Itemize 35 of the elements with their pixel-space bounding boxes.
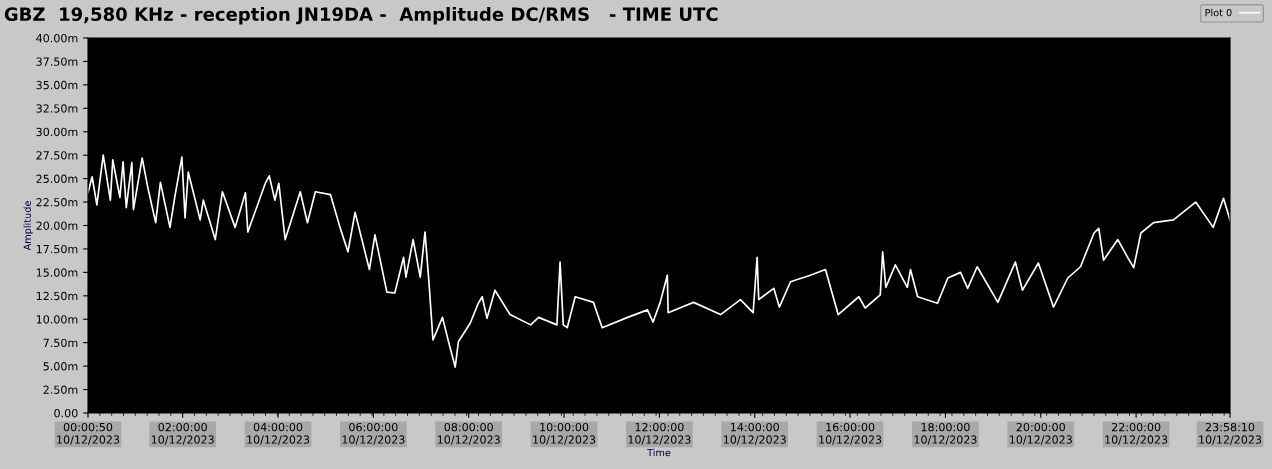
x-tick-label: 10:00:00 10/12/2023 bbox=[533, 422, 596, 445]
x-tick-label: 20:00:00 10/12/2023 bbox=[1009, 422, 1072, 445]
y-tick-label: 30.00m bbox=[36, 127, 78, 137]
x-tick-label: 12:00:00 10/12/2023 bbox=[628, 422, 691, 445]
y-tick-label: 35.00m bbox=[36, 80, 78, 90]
y-tick-label: 0.00 bbox=[54, 408, 78, 418]
x-tick-label: 14:00:00 10/12/2023 bbox=[723, 422, 786, 445]
x-tick-label: 18:00:00 10/12/2023 bbox=[914, 422, 977, 445]
legend-label: Plot 0 bbox=[1205, 8, 1232, 17]
y-tick-label: 2.50m bbox=[43, 385, 78, 394]
x-tick-label: 22:00:00 10/12/2023 bbox=[1105, 422, 1168, 445]
x-tick-label: 23:58:10 10/12/2023 bbox=[1199, 422, 1262, 445]
y-tick-label: 27.50m bbox=[36, 151, 78, 160]
y-tick-label: 32.50m bbox=[36, 104, 78, 113]
y-tick-label: 22.50m bbox=[36, 198, 78, 207]
x-tick-label: 02:00:00 10/12/2023 bbox=[151, 422, 214, 445]
y-tick-label: 5.00m bbox=[43, 362, 78, 371]
y-tick-label: 25.00m bbox=[36, 174, 78, 183]
x-tick-label: 16:00:00 10/12/2023 bbox=[819, 422, 882, 445]
x-tick-label: 00:00:50 10/12/2023 bbox=[57, 422, 120, 445]
y-axis-title: Amplitude bbox=[23, 201, 33, 251]
y-tick-label: 37.50m bbox=[36, 57, 78, 66]
y-tick-label: 20.00m bbox=[36, 221, 78, 230]
y-tick-label: 40.00m bbox=[36, 33, 78, 43]
x-axis-title: Time bbox=[647, 448, 671, 457]
x-tick-label: 04:00:00 10/12/2023 bbox=[247, 422, 310, 445]
y-tick-label: 15.00m bbox=[36, 268, 78, 277]
y-tick-label: 7.50m bbox=[43, 338, 78, 348]
y-tick-label: 10.00m bbox=[36, 315, 78, 324]
y-tick-label: 17.50m bbox=[36, 244, 78, 254]
x-tick-label: 06:00:00 10/12/2023 bbox=[342, 422, 405, 445]
line-series bbox=[88, 154, 1230, 368]
x-tick-label: 08:00:00 10/12/2023 bbox=[437, 422, 500, 445]
chart-title: GBZ 19,580 KHz - reception JN19DA - Amplitude DC/RMS - TIME UTC bbox=[4, 7, 718, 25]
y-tick-label: 12.50m bbox=[36, 291, 78, 301]
